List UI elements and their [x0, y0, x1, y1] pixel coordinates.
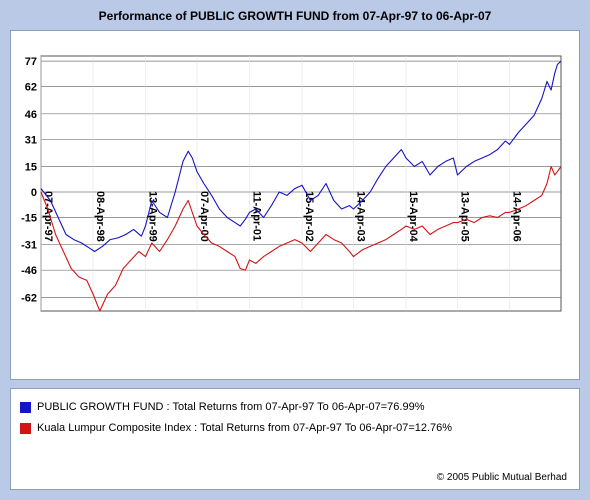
- line-chart: 77 62 46 31 15 0 -15 -31 -46 -62 07-Apr-97 08-Apr-9…: [21, 55, 562, 312]
- x-tick-label: 07-Apr-97: [42, 191, 54, 242]
- chart-title: Performance of PUBLIC GROWTH FUND from 0…: [98, 9, 492, 23]
- x-tick-label: 13-Apr-05: [459, 191, 471, 242]
- y-tick-label: 31: [25, 134, 37, 146]
- legend-panel: PUBLIC GROWTH FUND : Total Returns from …: [10, 388, 580, 490]
- legend-item-klci: Kuala Lumpur Composite Index : Total Ret…: [20, 421, 452, 435]
- plot-area: [40, 55, 562, 312]
- copyright-notice: © 2005 Public Mutual Berhad: [436, 472, 567, 483]
- y-tick-label: 77: [25, 56, 37, 68]
- x-tick-label: 07-Apr-00: [198, 191, 210, 242]
- chart-panel: 77 62 46 31 15 0 -15 -31 -46 -62 07-Apr-97 08-Apr-9…: [10, 30, 580, 380]
- x-tick-label: 15-Apr-02: [303, 191, 315, 242]
- x-tick-label: 14-Apr-03: [355, 191, 367, 242]
- y-tick-label: -62: [21, 292, 37, 304]
- legend-item-fund: PUBLIC GROWTH FUND : Total Returns from …: [20, 400, 424, 414]
- legend-swatch-klci: [20, 422, 31, 434]
- y-tick-label: 62: [25, 82, 37, 94]
- x-tick-label: 08-Apr-98: [94, 191, 106, 242]
- x-tick-label: 15-Apr-04: [407, 191, 419, 243]
- x-tick-label: 11-Apr-01: [251, 191, 263, 241]
- y-tick-label: -46: [21, 265, 37, 277]
- y-tick-label: 0: [31, 187, 37, 199]
- legend-label-klci: Kuala Lumpur Composite Index : Total Ret…: [37, 422, 453, 434]
- y-tick-label: 46: [25, 109, 37, 121]
- y-tick-label: -31: [21, 240, 37, 252]
- y-tick-label: -15: [21, 213, 37, 225]
- x-tick-label: 13-Apr-99: [147, 191, 159, 242]
- legend-swatch-fund: [20, 401, 31, 413]
- legend-label-fund: PUBLIC GROWTH FUND : Total Returns from …: [37, 401, 425, 413]
- series-line-public-growth-fund: [40, 60, 562, 253]
- series-line-klci: [40, 165, 562, 312]
- y-tick-label: 15: [25, 162, 37, 174]
- x-tick-label: 14-Apr-06: [511, 191, 523, 242]
